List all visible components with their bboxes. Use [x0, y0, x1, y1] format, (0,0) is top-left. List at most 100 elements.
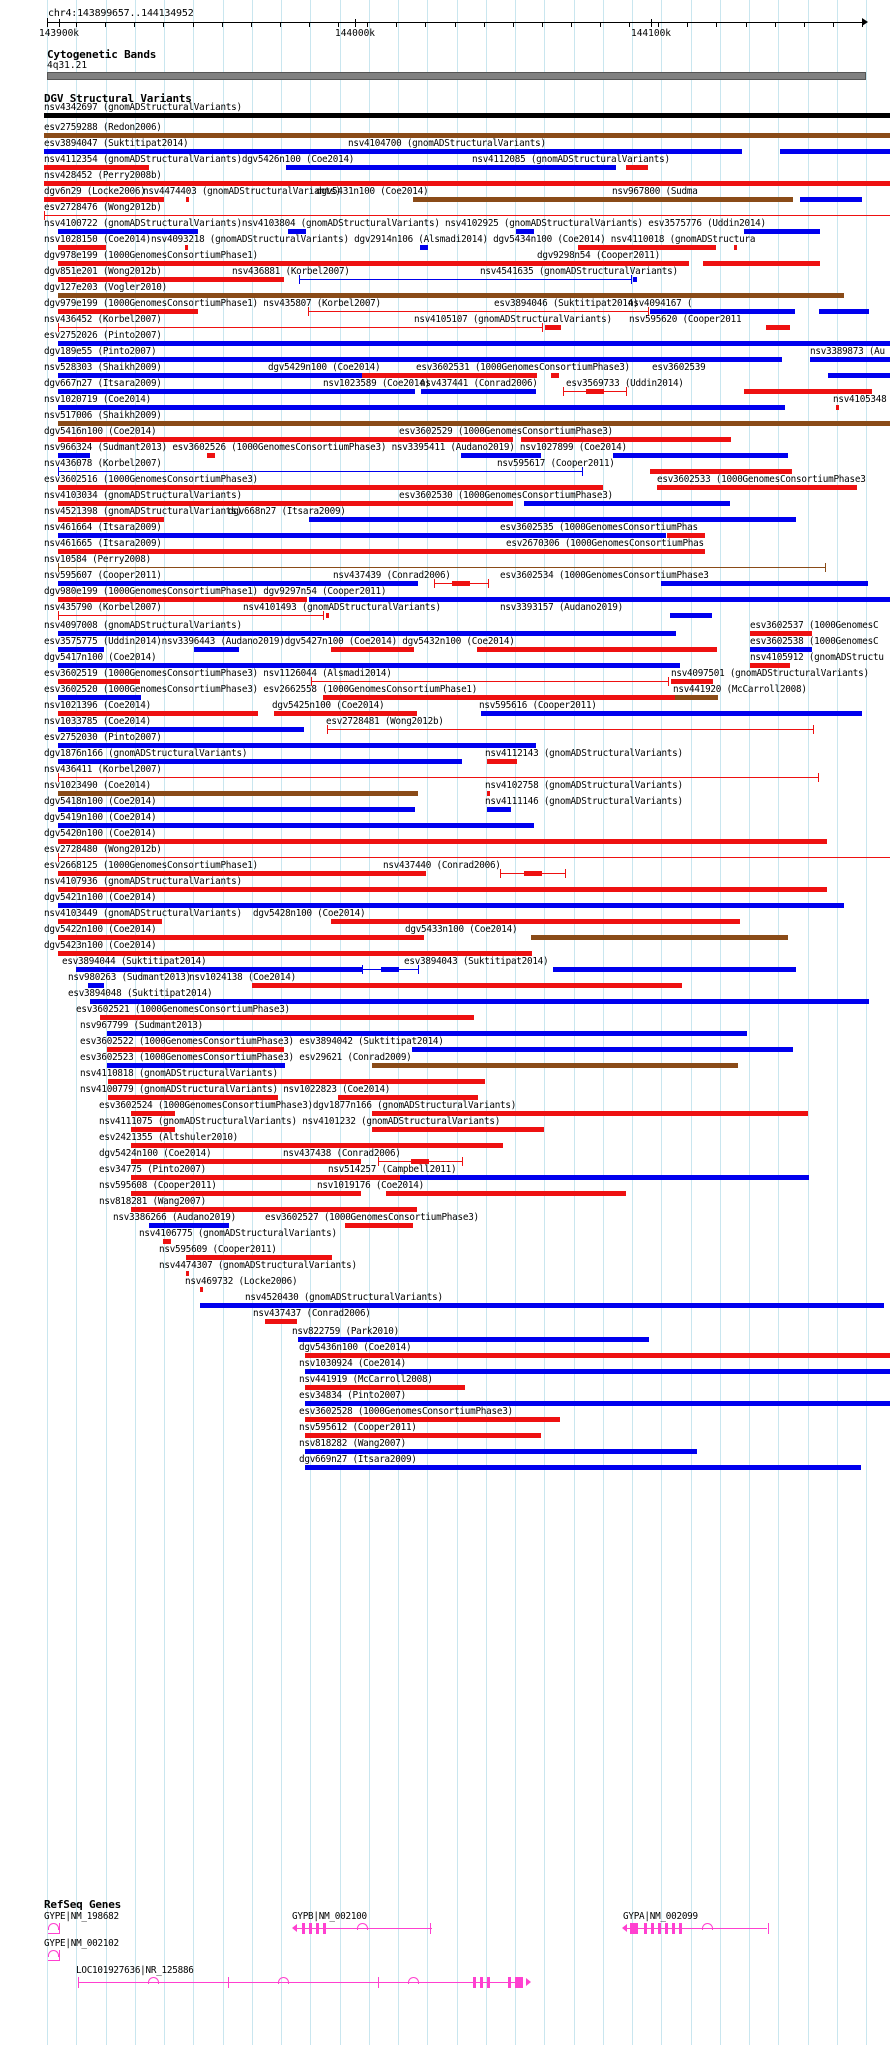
variant-bar[interactable] — [58, 631, 676, 636]
variant-bar[interactable] — [131, 1127, 175, 1132]
variant-bar[interactable] — [200, 1287, 203, 1292]
variant-bar[interactable] — [780, 149, 890, 154]
variant-label[interactable]: nsv4520430 (gnomADStructuralVariants) — [245, 1292, 443, 1303]
variant-label[interactable]: esv3602521 (1000GenomesConsortiumPhase3) — [76, 1004, 290, 1015]
variant-bar[interactable] — [750, 663, 790, 668]
variant-label[interactable]: esv34834 (Pinto2007) — [299, 1390, 406, 1401]
variant-bar[interactable] — [131, 1207, 417, 1212]
gene-label[interactable]: GYPA|NM_002099 — [623, 1911, 698, 1922]
variant-bar[interactable] — [90, 999, 869, 1004]
variant-span-line[interactable] — [44, 215, 890, 216]
variant-bar[interactable] — [58, 679, 140, 684]
variant-bar[interactable] — [305, 1401, 890, 1406]
variant-center-block[interactable] — [523, 871, 542, 876]
variant-label[interactable]: nsv4474307 (gnomADStructuralVariants) — [159, 1260, 357, 1271]
variant-label[interactable]: dgv5431n100 (Coe2014) — [316, 186, 429, 197]
variant-label[interactable]: nsv1028150 (Coe2014)nsv4093218 (gnomADSt… — [44, 234, 756, 245]
variant-label[interactable]: nsv436881 (Korbel2007) — [232, 266, 350, 277]
variant-label[interactable]: nsv595607 (Cooper2011) — [44, 570, 162, 581]
variant-bar[interactable] — [633, 277, 637, 282]
variant-bar[interactable] — [58, 871, 426, 876]
gene-label[interactable]: LOC101927636|NR_125886 — [76, 1965, 194, 1976]
variant-label[interactable]: esv34775 (Pinto2007) — [99, 1164, 206, 1175]
variant-label[interactable]: nsv428452 (Perry2008b) — [44, 170, 162, 181]
variant-bar[interactable] — [163, 1239, 171, 1244]
variant-span-line[interactable] — [58, 777, 818, 778]
variant-label[interactable]: nsv4097008 (gnomADStructuralVariants) — [44, 620, 242, 631]
variant-bar[interactable] — [58, 501, 513, 506]
variant-bar[interactable] — [58, 533, 666, 538]
variant-bar[interactable] — [420, 245, 428, 250]
variant-label[interactable]: esv3602516 (1000GenomesConsortiumPhase3) — [44, 474, 258, 485]
variant-label[interactable]: dgv5428n100 (Coe2014) — [253, 908, 366, 919]
variant-bar[interactable] — [185, 245, 188, 250]
variant-bar[interactable] — [186, 1255, 332, 1260]
variant-label[interactable]: nsv595608 (Cooper2011) — [99, 1180, 217, 1191]
variant-bar[interactable] — [207, 453, 215, 458]
variant-bar[interactable] — [703, 261, 820, 266]
variant-bar[interactable] — [650, 469, 792, 474]
gene-label[interactable]: GYPB|NM_002100 — [292, 1911, 367, 1922]
variant-label[interactable]: nsv437441 (Conrad2006) — [420, 378, 538, 389]
variant-label[interactable]: nsv437437 (Conrad2006) — [253, 1308, 371, 1319]
variant-label[interactable]: esv3602538 (1000GenomesC — [750, 636, 879, 647]
gene-model-glyph[interactable] — [78, 1976, 548, 1988]
variant-bar[interactable] — [44, 133, 890, 138]
variant-label[interactable]: esv3602529 (1000GenomesConsortiumPhase3) — [399, 426, 613, 437]
variant-bar[interactable] — [810, 357, 890, 362]
variant-bar[interactable] — [58, 647, 104, 652]
variant-bar[interactable] — [58, 293, 844, 298]
variant-label[interactable]: dgv667n27 (Itsara2009) — [44, 378, 162, 389]
variant-label[interactable]: dgv5425n100 (Coe2014) — [272, 700, 385, 711]
variant-bar[interactable] — [76, 967, 362, 972]
variant-label[interactable]: esv3602539 — [652, 362, 706, 373]
variant-label[interactable]: dgv5419n100 (Coe2014) — [44, 812, 157, 823]
variant-label[interactable]: esv3602534 (1000GenomesConsortiumPhase3 — [500, 570, 709, 581]
variant-label[interactable]: esv3894046 (Suktitipat2014) — [494, 298, 639, 309]
variant-bar[interactable] — [578, 245, 716, 250]
variant-label[interactable]: dgv669n27 (Itsara2009) — [299, 1454, 417, 1465]
variant-bar[interactable] — [58, 951, 532, 956]
variant-bar[interactable] — [326, 613, 329, 618]
variant-span-line[interactable] — [58, 567, 825, 568]
variant-bar[interactable] — [413, 197, 793, 202]
variant-bar[interactable] — [667, 533, 705, 538]
variant-bar[interactable] — [186, 1271, 189, 1276]
gene-label[interactable]: GYPE|NM_198682 — [44, 1911, 119, 1922]
variant-label[interactable]: nsv966324 (Sudmant2013) esv3602526 (1000… — [44, 442, 627, 453]
variant-label[interactable]: nsv595609 (Cooper2011) — [159, 1244, 277, 1255]
variant-label[interactable]: esv3894047 (Suktitipat2014) — [44, 138, 189, 149]
variant-label[interactable]: nsv4105348 — [833, 394, 887, 405]
variant-bar[interactable] — [400, 1175, 809, 1180]
variant-label[interactable]: nsv4342697 (gnomADStructuralVariants) — [44, 102, 242, 113]
variant-bar[interactable] — [58, 309, 198, 314]
variant-label[interactable]: dgv5418n100 (Coe2014) — [44, 796, 157, 807]
variant-bar[interactable] — [372, 1127, 544, 1132]
variant-label[interactable]: esv2421355 (Altshuler2010) — [99, 1132, 239, 1143]
variant-label[interactable]: nsv4107936 (gnomADStructuralVariants) — [44, 876, 242, 887]
variant-bar[interactable] — [108, 1079, 485, 1084]
variant-bar[interactable] — [58, 357, 782, 362]
variant-bar[interactable] — [661, 581, 868, 586]
variant-label[interactable]: esv3894048 (Suktitipat2014) — [68, 988, 213, 999]
variant-label[interactable]: nsv4100779 (gnomADStructuralVariants) ns… — [80, 1084, 391, 1095]
variant-label[interactable]: nsv4112354 (gnomADStructuralVariants)dgv… — [44, 154, 355, 165]
variant-label[interactable]: dgv5416n100 (Coe2014) — [44, 426, 157, 437]
variant-label[interactable]: esv3602528 (1000GenomesConsortiumPhase3) — [299, 1406, 513, 1417]
variant-label[interactable]: esv3894044 (Suktitipat2014) — [62, 956, 207, 967]
variant-span-line[interactable] — [311, 681, 668, 682]
variant-label[interactable]: nsv4112085 (gnomADStructuralVariants) — [472, 154, 670, 165]
variant-label[interactable]: dgv979e199 (1000GenomesConsortiumPhase1)… — [44, 298, 381, 309]
variant-bar[interactable] — [828, 373, 890, 378]
variant-bar[interactable] — [626, 165, 648, 170]
variant-label[interactable]: esv3602523 (1000GenomesConsortiumPhase3)… — [80, 1052, 412, 1063]
variant-bar[interactable] — [58, 517, 164, 522]
variant-label[interactable]: nsv4111075 (gnomADStructuralVariants) ns… — [99, 1116, 501, 1127]
variant-bar[interactable] — [487, 791, 490, 796]
variant-center-block[interactable] — [585, 389, 604, 394]
variant-center-block[interactable] — [411, 1159, 429, 1164]
variant-label[interactable]: nsv4110818 (gnomADStructuralVariants) — [80, 1068, 278, 1079]
variant-bar[interactable] — [670, 549, 705, 554]
variant-bar[interactable] — [44, 149, 742, 154]
variant-label[interactable]: nsv818281 (Wang2007) — [99, 1196, 206, 1207]
